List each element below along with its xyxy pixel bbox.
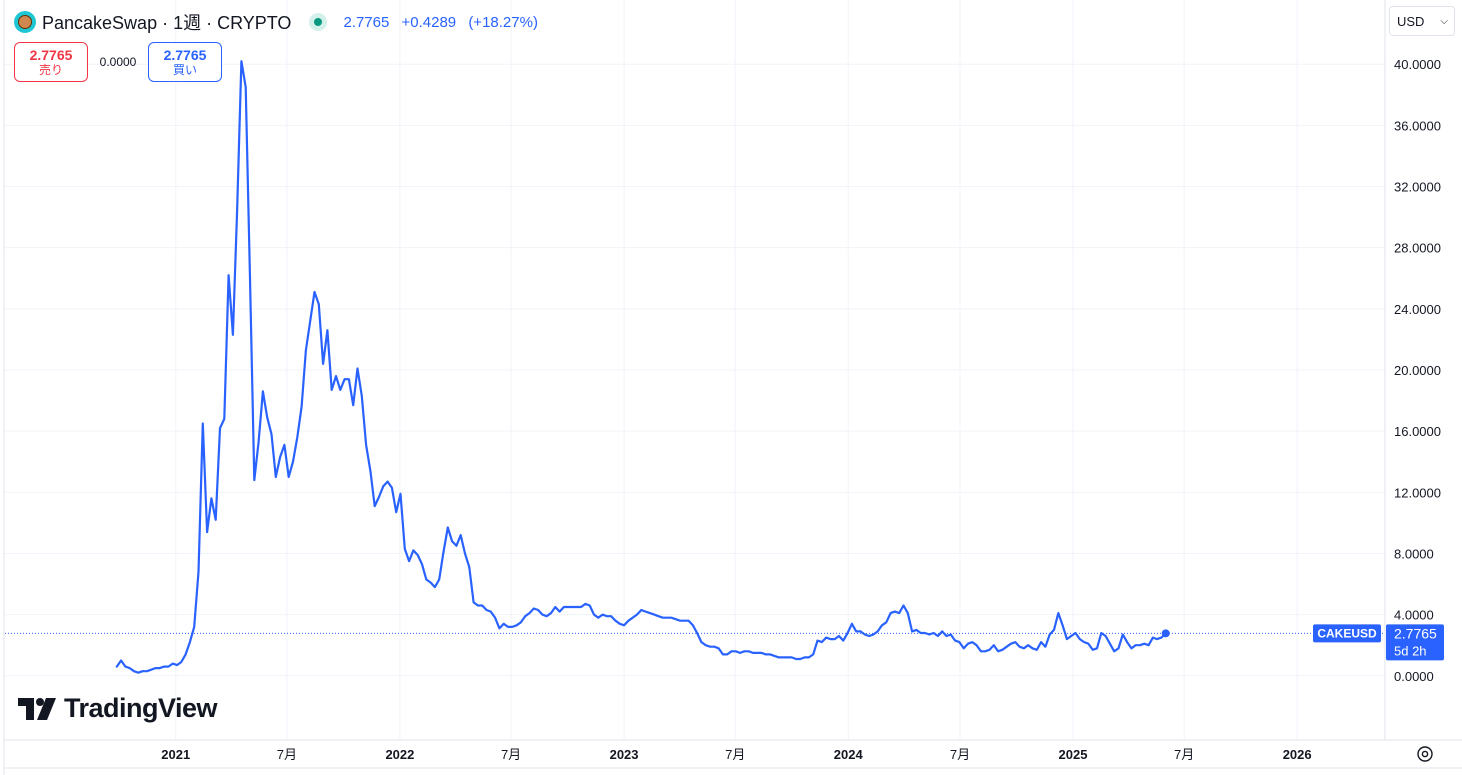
- x-tick-label: 2025: [1059, 747, 1088, 762]
- x-tick-label: 7月: [277, 747, 297, 762]
- y-tick-label: 12.0000: [1394, 485, 1441, 500]
- x-tick-label: 7月: [1174, 747, 1194, 762]
- spread-value: 0.0000: [99, 55, 137, 69]
- buy-price: 2.7765: [163, 47, 207, 63]
- header-quote: 2.7765 +0.4289 (+18.27%): [343, 14, 546, 31]
- x-tick-label: 2026: [1283, 747, 1312, 762]
- market-status-icon[interactable]: [309, 13, 328, 31]
- x-axis-ticks: 2021 7月 2022 7月 2023 7月 2024 7月 2025 7月 2026: [161, 747, 1311, 762]
- settings-gear-icon: [1417, 746, 1433, 762]
- y-tick-label: 24.0000: [1394, 302, 1441, 317]
- price-series-line: [115, 60, 1167, 674]
- y-tick-label: 40.0000: [1394, 57, 1441, 72]
- y-tick-label: 32.0000: [1394, 180, 1441, 195]
- bar-countdown: 5d 2h: [1394, 643, 1427, 658]
- last-price-value: 2.7765: [1394, 625, 1437, 641]
- y-tick-label: 8.0000: [1394, 546, 1434, 561]
- x-tick-label: 2021: [161, 747, 190, 762]
- chart-settings-button[interactable]: [1412, 741, 1438, 767]
- y-tick-label: 20.0000: [1394, 363, 1441, 378]
- header-price: 2.7765: [343, 13, 390, 31]
- x-tick-label: 7月: [950, 747, 970, 762]
- buy-button[interactable]: 2.7765 買い: [148, 42, 222, 82]
- x-tick-label: 2024: [834, 747, 864, 762]
- pancakeswap-logo-icon: [14, 11, 36, 33]
- x-tick-label: 7月: [725, 747, 745, 762]
- y-tick-label: 0.0000: [1394, 669, 1434, 684]
- currency-value: USD: [1397, 13, 1425, 29]
- sell-price: 2.7765: [29, 47, 73, 63]
- symbol-label: CAKEUSD: [1317, 626, 1377, 640]
- y-tick-label: 16.0000: [1394, 424, 1441, 439]
- symbol-header: PancakeSwap · 1週 · CRYPTO 2.7765 +0.4289…: [14, 8, 546, 36]
- header-change: +0.4289: [401, 13, 457, 31]
- y-tick-label: 4.0000: [1394, 608, 1434, 623]
- tradingview-logo[interactable]: TradingView: [18, 693, 218, 724]
- trade-panel: 2.7765 売り 0.0000 2.7765 買い: [14, 42, 222, 82]
- buy-label: 買い: [172, 63, 197, 77]
- header-change-pct: (+18.27%): [468, 13, 538, 31]
- currency-select[interactable]: USD ⌵: [1389, 6, 1455, 36]
- sell-button[interactable]: 2.7765 売り: [14, 42, 88, 82]
- last-price-tag: 2.7765 5d 2h: [1386, 624, 1444, 661]
- y-tick-label: 36.0000: [1394, 118, 1441, 133]
- x-tick-label: 2023: [610, 747, 639, 762]
- grid: [5, 0, 1385, 740]
- y-tick-label: 28.0000: [1394, 241, 1441, 256]
- x-tick-label: 7月: [501, 747, 521, 762]
- symbol-title[interactable]: PancakeSwap · 1週 · CRYPTO: [42, 13, 292, 33]
- chevron-down-icon: ⌵: [1440, 15, 1448, 27]
- tradingview-mark-icon: [18, 697, 56, 720]
- last-price-marker: [1161, 629, 1170, 638]
- brand-name: TradingView: [64, 693, 218, 723]
- symbol-label-tag: CAKEUSD: [1313, 624, 1381, 643]
- y-axis-ticks: 0.0000 4.0000 8.0000 12.0000 16.0000 20.0000 2…: [1394, 57, 1441, 684]
- sell-label: 売り: [38, 63, 63, 77]
- x-tick-label: 2022: [385, 747, 414, 762]
